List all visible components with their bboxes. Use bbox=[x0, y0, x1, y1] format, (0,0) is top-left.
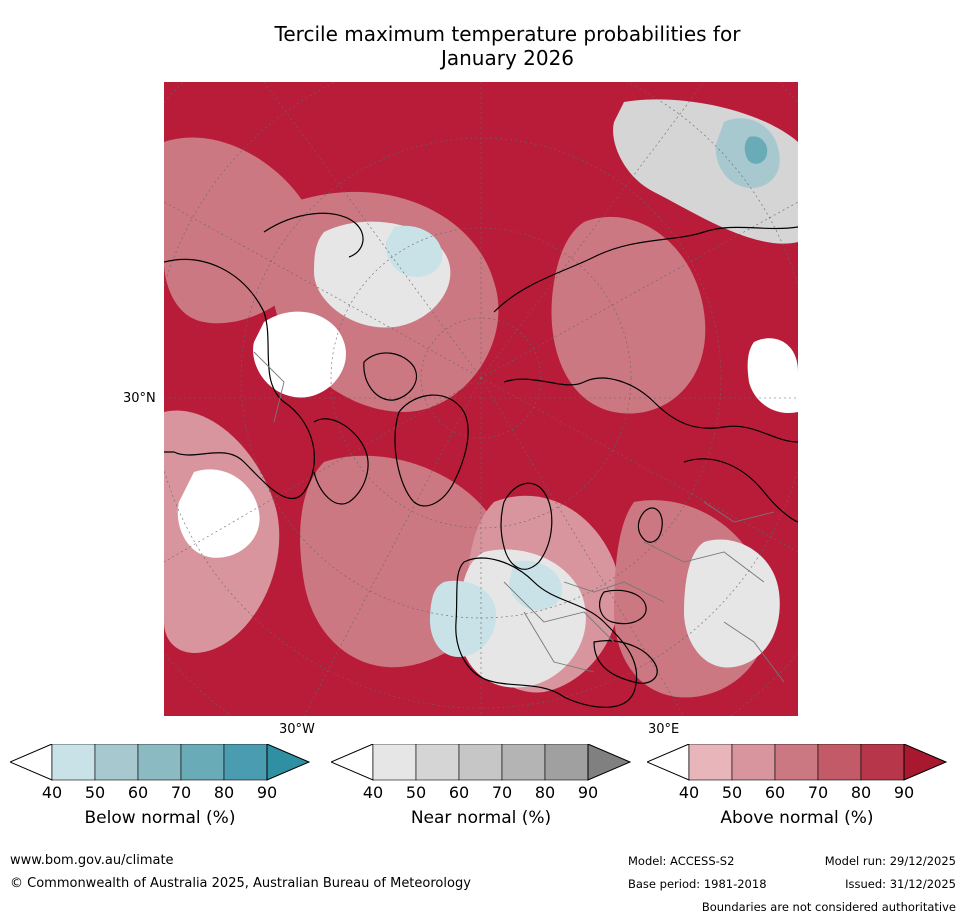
title-line-1: Tercile maximum temperature probabilitie… bbox=[274, 22, 741, 46]
greenland-coast bbox=[394, 394, 469, 507]
colorbar-above-normal bbox=[645, 743, 948, 786]
cbar-above-label: Above normal (%) bbox=[720, 808, 874, 828]
cbar-swatch-3 bbox=[137, 743, 182, 781]
cbar-swatch-3 bbox=[774, 743, 819, 781]
russia-coast bbox=[503, 377, 798, 443]
europe-coast bbox=[455, 557, 638, 708]
zone-below-normal bbox=[744, 136, 768, 164]
border-line bbox=[503, 581, 615, 643]
probability-map bbox=[164, 82, 798, 716]
model-run-text: Model run: 29/12/2025 bbox=[824, 854, 956, 868]
disclaimer-text: Boundaries are not considered authoritat… bbox=[701, 900, 956, 914]
colorbar-below-normal bbox=[8, 743, 311, 786]
title-line-2: January 2026 bbox=[440, 46, 575, 70]
border-line bbox=[523, 611, 595, 673]
border-line bbox=[643, 541, 765, 583]
cbar-near-tick-90: 90 bbox=[577, 783, 599, 802]
cbar-swatch-3 bbox=[458, 743, 503, 781]
cbar-below-tick-70: 70 bbox=[170, 783, 192, 802]
cbar-swatch-2 bbox=[415, 743, 460, 781]
zone-below-normal bbox=[385, 225, 443, 277]
asia-coast bbox=[683, 458, 798, 523]
cbar-swatch-2 bbox=[731, 743, 776, 781]
mediterranean-coast bbox=[593, 640, 658, 684]
cbar-above-tick-70: 70 bbox=[807, 783, 829, 802]
cbar-swatch-5 bbox=[223, 743, 268, 781]
cbar-swatch-1 bbox=[688, 743, 733, 781]
cbar-swatch-6 bbox=[266, 743, 311, 781]
cbar-near-tick-80: 80 bbox=[534, 783, 556, 802]
north-america-coast bbox=[164, 258, 315, 500]
cbar-above-tick-80: 80 bbox=[850, 783, 872, 802]
cbar-swatch-4 bbox=[180, 743, 225, 781]
cbar-near-label: Near normal (%) bbox=[410, 808, 552, 828]
colorbar-near-svg bbox=[329, 743, 632, 781]
colorbar-below-svg bbox=[8, 743, 311, 781]
zone-below-normal bbox=[509, 560, 563, 611]
cbar-near-tick-70: 70 bbox=[491, 783, 513, 802]
lon-label-30w: 30°W bbox=[279, 722, 315, 737]
lon-label-30e: 30°E bbox=[648, 722, 680, 737]
cbar-below-tick-90: 90 bbox=[256, 783, 278, 802]
cbar-near-tick-50: 50 bbox=[405, 783, 427, 802]
cbar-above-tick-60: 60 bbox=[764, 783, 786, 802]
scandinavia-coast bbox=[500, 482, 553, 570]
zone-above-60 bbox=[551, 216, 706, 414]
canada-coast bbox=[313, 418, 369, 505]
zone-near-normal bbox=[253, 311, 346, 398]
cbar-swatch-4 bbox=[817, 743, 862, 781]
border-line bbox=[563, 581, 665, 603]
cbar-below-tick-80: 80 bbox=[213, 783, 235, 802]
zone-near-normal bbox=[684, 539, 780, 668]
alaska-coast bbox=[263, 212, 364, 258]
zone-near-normal bbox=[177, 469, 260, 558]
cbar-swatch-4 bbox=[501, 743, 546, 781]
coastlines bbox=[164, 212, 798, 708]
base-period-text: Base period: 1981-2018 bbox=[628, 877, 767, 891]
cbar-below-label: Below normal (%) bbox=[84, 808, 236, 828]
cbar-near-tick-60: 60 bbox=[448, 783, 470, 802]
zone-below-normal bbox=[429, 580, 497, 657]
cbar-below-tick-50: 50 bbox=[84, 783, 106, 802]
caspian-coast bbox=[637, 507, 663, 543]
cbar-below-tick-60: 60 bbox=[127, 783, 149, 802]
cbar-above-tick-50: 50 bbox=[721, 783, 743, 802]
cbar-above-tick-90: 90 bbox=[893, 783, 915, 802]
cbar-below-tick-40: 40 bbox=[41, 783, 63, 802]
copyright-text: © Commonwealth of Australia 2025, Austra… bbox=[10, 876, 471, 891]
country-borders bbox=[253, 351, 785, 683]
model-text: Model: ACCESS-S2 bbox=[628, 854, 735, 868]
lat-label-30n: 30°N bbox=[123, 391, 156, 406]
graticule bbox=[164, 82, 798, 716]
website-link[interactable]: www.bom.gov.au/climate bbox=[10, 853, 174, 868]
cbar-swatch-1 bbox=[372, 743, 417, 781]
issued-text: Issued: 31/12/2025 bbox=[845, 877, 956, 891]
map-title: Tercile maximum temperature probabilitie… bbox=[0, 22, 965, 70]
cbar-near-tick-40: 40 bbox=[362, 783, 384, 802]
map-svg bbox=[164, 82, 798, 716]
cbar-swatch-6 bbox=[587, 743, 632, 781]
colorbar-above-svg bbox=[645, 743, 948, 781]
cbar-swatch-2 bbox=[94, 743, 139, 781]
cbar-swatch-5 bbox=[544, 743, 589, 781]
zone-near-normal bbox=[747, 338, 798, 413]
black-sea-coast bbox=[598, 589, 647, 625]
colorbar-near-normal bbox=[329, 743, 632, 786]
cbar-swatch-0 bbox=[645, 743, 690, 781]
cbar-swatch-0 bbox=[8, 743, 53, 781]
cbar-swatch-5 bbox=[860, 743, 905, 781]
cbar-swatch-1 bbox=[51, 743, 96, 781]
border-line bbox=[703, 501, 775, 523]
border-line bbox=[253, 351, 285, 423]
cbar-swatch-6 bbox=[903, 743, 948, 781]
arctic-islands-coast bbox=[363, 352, 417, 401]
cbar-swatch-0 bbox=[329, 743, 374, 781]
border-line bbox=[723, 621, 785, 683]
siberia-coast bbox=[493, 226, 798, 313]
cbar-above-tick-40: 40 bbox=[678, 783, 700, 802]
